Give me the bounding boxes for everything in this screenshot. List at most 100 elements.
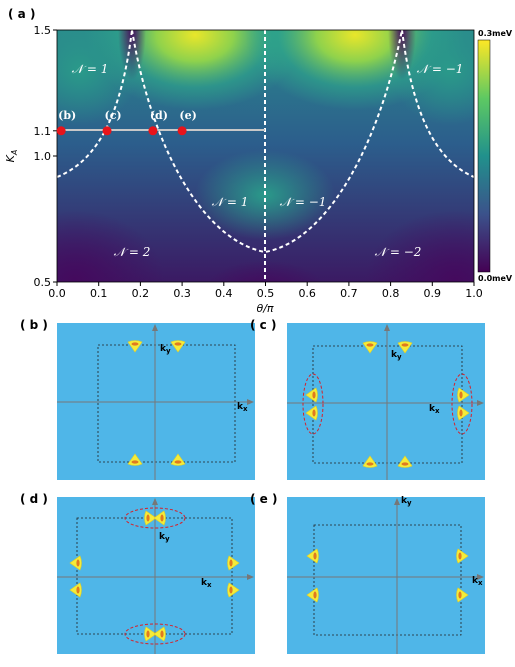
point <box>148 126 158 136</box>
pocket <box>306 548 319 564</box>
pocket-outer <box>170 340 186 353</box>
pocket-core <box>146 630 150 638</box>
pocket <box>69 555 82 571</box>
k-sub: x <box>207 581 212 589</box>
pocket-core <box>459 409 463 417</box>
pocket <box>227 582 240 598</box>
pocket-core <box>229 559 233 567</box>
x-tick-label: 0.7 <box>340 287 358 300</box>
k-sub: y <box>166 347 171 355</box>
x-tick-label: 0.2 <box>132 287 150 300</box>
pocket <box>457 387 470 403</box>
colorbar-max: 0.3meV <box>478 29 513 38</box>
pocket-outer <box>144 626 157 642</box>
k-sub: x <box>478 579 483 587</box>
pocket-outer <box>227 555 240 571</box>
k-label: ky <box>160 344 171 355</box>
pocket <box>305 387 318 403</box>
k-base: k <box>160 344 167 354</box>
k-base: k <box>401 496 408 506</box>
x-tick-label: 0.1 <box>90 287 108 300</box>
highlight <box>124 623 186 645</box>
region-label: 𝒩 = −2 <box>375 245 422 259</box>
heatmap <box>57 30 474 282</box>
pocket-core <box>160 514 164 522</box>
pocket-outer <box>127 453 143 466</box>
x-axis-label: θ/π <box>256 302 273 315</box>
y-label-base: K <box>4 154 17 162</box>
pocket <box>127 453 143 466</box>
k-base: k <box>237 402 244 412</box>
k-sub: y <box>407 499 412 507</box>
region-label: 𝒩 = 1 <box>212 195 249 209</box>
colorbar-min: 0.0meV <box>478 274 513 283</box>
k-label: ky <box>401 496 412 507</box>
arrow <box>247 574 254 580</box>
k-label: kx <box>472 576 483 587</box>
pocket-outer <box>153 626 166 642</box>
k-base: k <box>429 404 436 414</box>
arrow <box>394 498 400 505</box>
pocket-core <box>458 591 462 599</box>
pocket-core <box>76 586 80 594</box>
point-label: (c) <box>104 109 121 122</box>
arrow <box>477 574 484 580</box>
region-label: 𝒩 = −1 <box>280 195 327 209</box>
pocket <box>362 341 378 354</box>
pocket-core <box>401 462 409 466</box>
k-sub: y <box>165 535 170 543</box>
arrow <box>477 400 484 406</box>
pocket <box>456 548 469 564</box>
panel-background <box>287 497 485 654</box>
pocket-outer <box>153 510 166 526</box>
pocket-outer <box>456 548 469 564</box>
x-tick-label: 0.4 <box>215 287 233 300</box>
pocket-core <box>312 391 316 399</box>
panel-label: ( a ) <box>8 7 35 21</box>
point <box>102 126 112 136</box>
brillouin-zone <box>97 344 236 463</box>
point-label: (e) <box>179 109 196 122</box>
k-sub: x <box>435 407 440 415</box>
pocket-core <box>366 462 374 466</box>
pocket-core <box>76 559 80 567</box>
arrow <box>247 399 254 405</box>
pocket <box>144 510 157 526</box>
pocket-outer <box>457 405 470 421</box>
pocket-outer <box>227 582 240 598</box>
pocket-outer <box>362 341 378 354</box>
point <box>177 126 187 136</box>
pocket-outer <box>69 555 82 571</box>
k-sub: y <box>397 353 402 361</box>
pocket-core <box>313 591 317 599</box>
pocket <box>362 455 378 468</box>
pocket-core <box>229 586 233 594</box>
y-tick-label: 1.1 <box>34 125 52 138</box>
panel-label: ( e ) <box>250 492 277 506</box>
y-tick-label: 1.0 <box>34 150 52 163</box>
point-label: (d) <box>150 109 168 122</box>
x-tick-label: 0.5 <box>257 287 275 300</box>
x-tick-label: 1.0 <box>465 287 483 300</box>
pocket-core <box>174 342 182 346</box>
pocket <box>69 582 82 598</box>
pocket <box>170 340 186 353</box>
pocket <box>227 555 240 571</box>
pocket <box>127 340 143 353</box>
pocket-outer <box>305 405 318 421</box>
point-label: (b) <box>58 109 76 122</box>
y-label-sub: A <box>10 150 19 156</box>
pocket-outer <box>397 341 413 354</box>
panel-label: ( b ) <box>20 318 48 332</box>
pocket-core <box>312 409 316 417</box>
k-label: ky <box>159 532 170 543</box>
pocket <box>305 405 318 421</box>
pocket-core <box>131 342 139 346</box>
pocket-outer <box>456 587 469 603</box>
y-tick-label: 0.5 <box>34 276 52 289</box>
pocket-core <box>459 391 463 399</box>
colorbar <box>477 39 491 273</box>
